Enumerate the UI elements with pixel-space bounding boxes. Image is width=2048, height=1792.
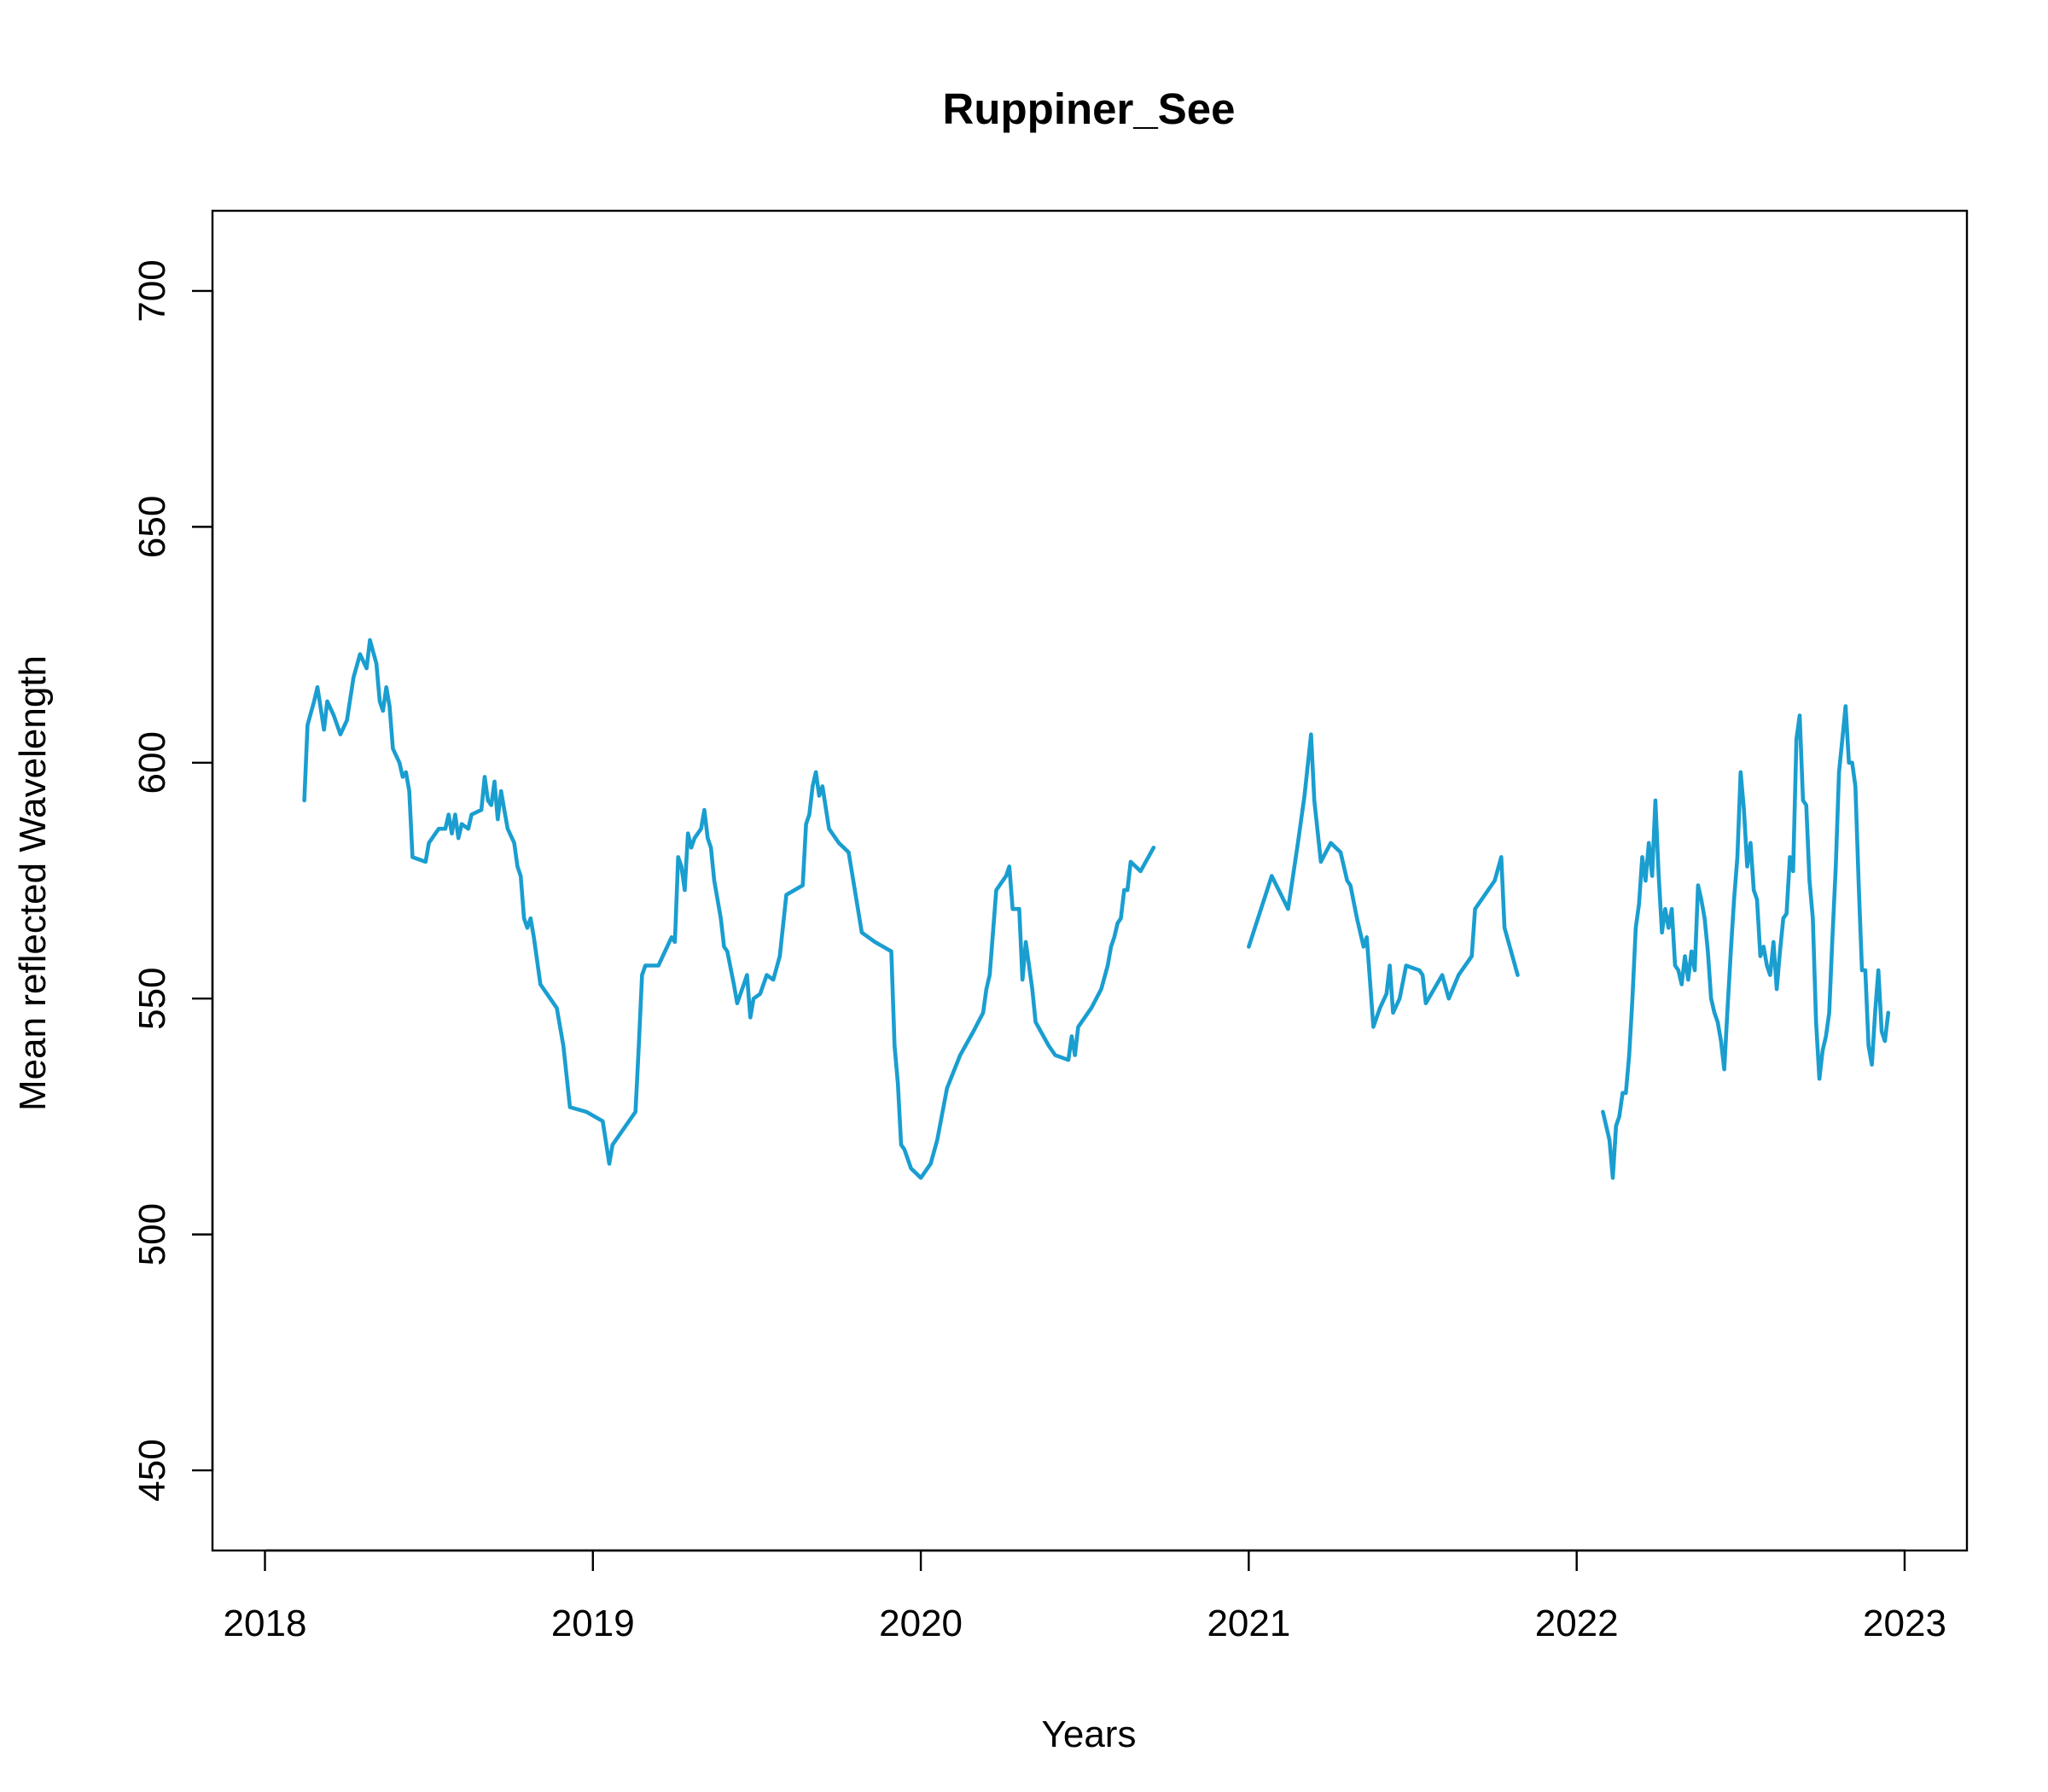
series-line-segment-3 — [1601, 704, 1891, 1180]
y-tick-label: 700 — [131, 259, 173, 322]
series-line-segment-1 — [302, 637, 1156, 1180]
x-axis-label: Years — [1042, 1713, 1137, 1755]
y-tick-label: 500 — [131, 1203, 173, 1265]
x-tick-label: 2021 — [1207, 1603, 1290, 1644]
plot-area-frame — [211, 209, 1969, 1552]
y-tick-label: 650 — [131, 496, 173, 558]
y-tick-label: 550 — [131, 967, 173, 1029]
series-group — [302, 637, 1891, 1180]
x-axis: 2018 2019 2020 2021 2022 2023 — [224, 1549, 1946, 1644]
x-tick-label: 2022 — [1535, 1603, 1619, 1644]
x-tick-label: 2023 — [1863, 1603, 1946, 1644]
x-tick-label: 2018 — [224, 1603, 307, 1644]
x-tick-label: 2019 — [551, 1603, 635, 1644]
y-tick-label: 600 — [131, 731, 173, 794]
y-axis-label: Mean reflected Wavelength — [12, 655, 54, 1111]
y-tick-label: 450 — [131, 1439, 173, 1501]
chart-title: Ruppiner_See — [943, 84, 1236, 133]
y-axis: 450 500 550 600 650 700 — [131, 259, 214, 1502]
series-line-segment-2 — [1247, 732, 1520, 1029]
x-tick-label: 2020 — [879, 1603, 963, 1644]
